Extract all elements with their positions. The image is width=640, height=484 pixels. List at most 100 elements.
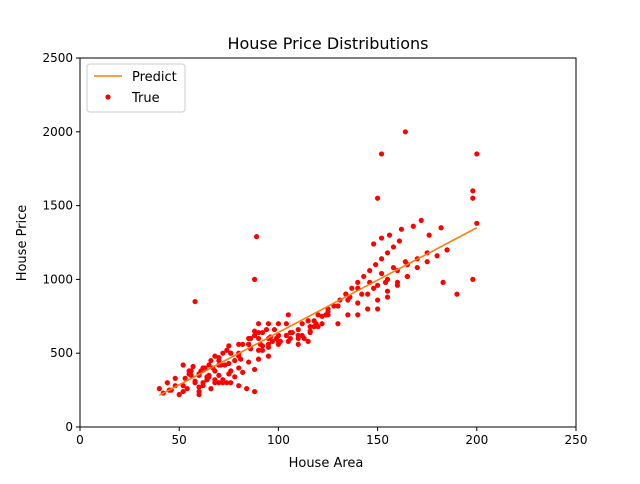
data-point xyxy=(355,279,361,285)
y-tick-label: 2500 xyxy=(42,51,73,65)
data-point xyxy=(251,388,258,395)
data-point xyxy=(470,188,476,194)
data-point xyxy=(365,306,371,312)
data-point xyxy=(259,329,266,336)
data-point xyxy=(244,386,250,392)
data-point xyxy=(184,386,190,392)
data-point xyxy=(275,321,281,327)
data-point xyxy=(220,380,226,386)
data-point xyxy=(426,232,432,238)
data-point xyxy=(255,321,262,327)
data-point xyxy=(301,335,307,342)
data-point xyxy=(251,276,258,282)
data-point xyxy=(349,285,355,291)
data-point xyxy=(378,151,385,157)
data-point xyxy=(396,238,403,244)
y-tick-label: 0 xyxy=(65,420,73,434)
data-point xyxy=(335,303,341,309)
data-point xyxy=(236,341,242,347)
data-point xyxy=(182,375,188,381)
data-point xyxy=(414,264,420,271)
data-point xyxy=(315,312,321,318)
data-point xyxy=(269,338,276,344)
y-tick-label: 2000 xyxy=(42,125,73,139)
data-point xyxy=(410,223,416,229)
data-point xyxy=(434,253,440,259)
data-point xyxy=(259,343,266,349)
data-point xyxy=(255,347,262,353)
axes-frame xyxy=(79,57,577,428)
data-point xyxy=(255,356,262,362)
data-point xyxy=(232,357,238,364)
data-point xyxy=(251,332,258,339)
data-point xyxy=(188,368,194,374)
data-point xyxy=(386,232,393,238)
data-point xyxy=(402,129,408,135)
data-point xyxy=(384,250,391,256)
data-point xyxy=(283,321,289,327)
data-point xyxy=(295,341,301,347)
x-tick-label: 250 xyxy=(565,433,588,447)
data-point xyxy=(295,335,301,342)
x-tick-label: 50 xyxy=(172,433,187,447)
data-point xyxy=(390,244,397,250)
data-point xyxy=(289,329,295,336)
x-tick-label: 200 xyxy=(465,433,488,447)
data-point xyxy=(319,313,325,319)
data-point xyxy=(180,362,186,368)
data-point xyxy=(226,343,232,349)
data-point xyxy=(226,360,232,367)
data-point xyxy=(384,276,391,282)
data-point xyxy=(212,377,218,383)
data-point xyxy=(273,335,280,342)
data-point xyxy=(375,306,381,312)
data-point xyxy=(196,384,202,390)
data-point xyxy=(335,321,341,327)
data-point xyxy=(164,380,170,386)
data-point xyxy=(156,386,162,392)
data-point xyxy=(251,328,258,334)
data-point xyxy=(371,241,377,247)
data-point xyxy=(283,332,289,339)
data-point xyxy=(474,220,480,226)
data-point xyxy=(378,256,385,262)
data-point xyxy=(206,362,212,368)
data-point xyxy=(200,365,206,371)
data-point xyxy=(204,374,210,380)
x-axis-label: House Area xyxy=(289,456,364,471)
data-point xyxy=(216,357,222,364)
data-point xyxy=(220,350,226,356)
data-point xyxy=(251,366,258,373)
data-point xyxy=(325,309,331,315)
data-point xyxy=(246,335,252,342)
data-point xyxy=(208,386,214,392)
y-tick-label: 500 xyxy=(50,346,73,360)
data-point xyxy=(196,391,202,398)
data-point xyxy=(295,326,301,333)
data-point xyxy=(192,378,198,384)
data-point xyxy=(259,347,266,353)
data-point xyxy=(271,326,278,333)
data-point xyxy=(371,285,377,291)
data-point xyxy=(176,391,182,398)
data-point xyxy=(394,282,401,288)
data-point xyxy=(319,321,325,327)
data-point xyxy=(454,291,460,297)
data-point xyxy=(384,294,391,300)
legend-predict-label: Predict xyxy=(132,70,177,85)
legend-true-label: True xyxy=(131,91,160,106)
data-point xyxy=(200,380,206,386)
data-point xyxy=(470,195,476,201)
data-point xyxy=(263,326,270,333)
data-point xyxy=(378,270,385,277)
data-point xyxy=(355,312,361,318)
data-point xyxy=(255,329,262,336)
data-point xyxy=(180,383,186,389)
legend-true-swatch xyxy=(105,94,111,100)
data-point xyxy=(424,259,430,265)
data-point xyxy=(375,282,381,288)
data-point xyxy=(172,375,178,381)
data-point xyxy=(232,374,238,380)
data-point xyxy=(418,217,424,223)
